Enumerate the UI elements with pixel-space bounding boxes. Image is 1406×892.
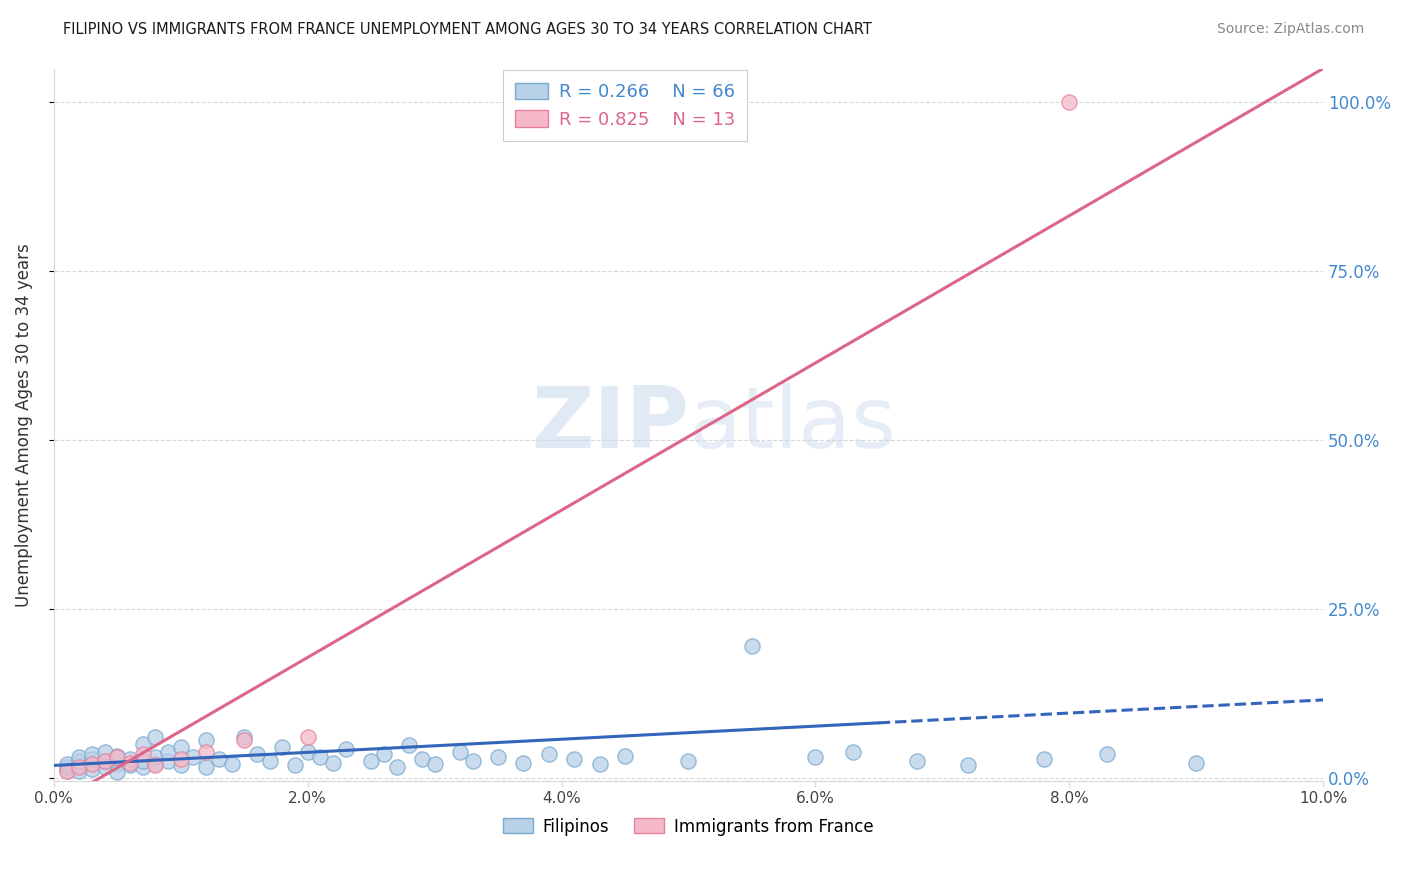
Point xyxy=(118,758,141,772)
Point xyxy=(80,752,103,766)
Point xyxy=(55,757,77,772)
Point xyxy=(905,754,928,768)
Point xyxy=(145,757,167,772)
Point xyxy=(67,758,90,772)
Point xyxy=(461,754,484,768)
Point xyxy=(449,745,471,759)
Point xyxy=(373,747,395,761)
Point xyxy=(55,764,77,778)
Point xyxy=(80,763,103,777)
Point xyxy=(105,765,128,780)
Point xyxy=(80,747,103,761)
Point xyxy=(614,749,637,764)
Point xyxy=(588,757,610,772)
Point xyxy=(297,730,319,744)
Point xyxy=(284,758,307,772)
Point xyxy=(195,760,218,774)
Point xyxy=(804,750,827,764)
Point xyxy=(93,745,115,759)
Text: Source: ZipAtlas.com: Source: ZipAtlas.com xyxy=(1216,22,1364,37)
Point xyxy=(246,747,269,761)
Point xyxy=(233,733,256,747)
Point xyxy=(67,754,90,768)
Point xyxy=(423,757,446,772)
Point xyxy=(259,754,281,768)
Text: FILIPINO VS IMMIGRANTS FROM FRANCE UNEMPLOYMENT AMONG AGES 30 TO 34 YEARS CORREL: FILIPINO VS IMMIGRANTS FROM FRANCE UNEMP… xyxy=(63,22,872,37)
Point xyxy=(183,750,205,764)
Point xyxy=(118,752,141,766)
Point xyxy=(741,639,763,653)
Point xyxy=(842,745,865,759)
Point xyxy=(1185,756,1208,770)
Point xyxy=(131,760,153,774)
Point xyxy=(309,750,332,764)
Point xyxy=(1097,747,1119,761)
Point xyxy=(93,760,115,774)
Point xyxy=(93,754,115,768)
Point xyxy=(157,745,180,759)
Point xyxy=(67,764,90,778)
Point xyxy=(55,764,77,778)
Point xyxy=(131,747,153,761)
Point xyxy=(67,750,90,764)
Point xyxy=(208,752,231,766)
Point xyxy=(537,747,560,761)
Point xyxy=(105,757,128,772)
Point xyxy=(131,754,153,768)
Point xyxy=(195,745,218,759)
Point xyxy=(131,737,153,751)
Y-axis label: Unemployment Among Ages 30 to 34 years: Unemployment Among Ages 30 to 34 years xyxy=(15,243,32,607)
Point xyxy=(1059,95,1081,110)
Point xyxy=(562,752,585,766)
Point xyxy=(512,756,534,770)
Point xyxy=(145,730,167,744)
Point xyxy=(486,750,509,764)
Point xyxy=(118,756,141,770)
Legend: Filipinos, Immigrants from France: Filipinos, Immigrants from France xyxy=(495,809,883,844)
Point xyxy=(195,733,218,747)
Point xyxy=(956,758,979,772)
Point xyxy=(55,760,77,774)
Point xyxy=(170,758,193,772)
Point xyxy=(145,758,167,772)
Point xyxy=(1032,752,1054,766)
Point xyxy=(360,754,382,768)
Point xyxy=(145,750,167,764)
Point xyxy=(67,760,90,774)
Point xyxy=(398,738,420,752)
Text: atlas: atlas xyxy=(689,384,897,467)
Point xyxy=(157,754,180,768)
Point xyxy=(678,754,700,768)
Point xyxy=(105,750,128,764)
Point xyxy=(297,745,319,759)
Point xyxy=(221,757,243,772)
Point xyxy=(322,756,344,770)
Point xyxy=(105,749,128,764)
Text: ZIP: ZIP xyxy=(530,384,689,467)
Point xyxy=(233,730,256,744)
Point xyxy=(335,742,357,756)
Point xyxy=(170,752,193,766)
Point xyxy=(93,754,115,768)
Point xyxy=(170,740,193,755)
Point xyxy=(411,752,433,766)
Point xyxy=(80,756,103,770)
Point xyxy=(80,757,103,772)
Point xyxy=(271,740,294,755)
Point xyxy=(385,760,408,774)
